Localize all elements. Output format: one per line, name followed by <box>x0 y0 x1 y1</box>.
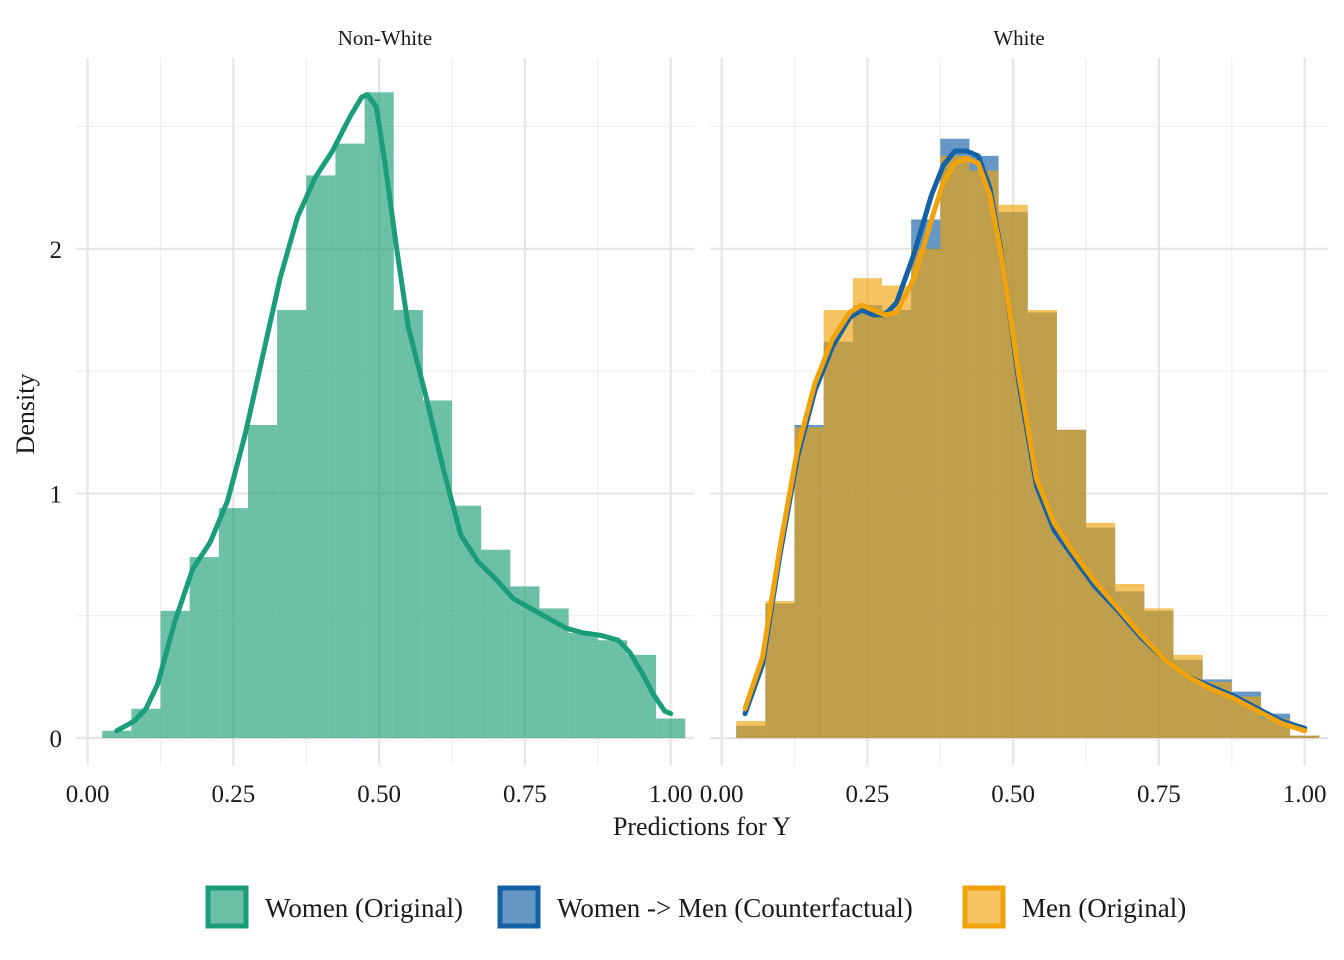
panel-title: Non-White <box>338 26 432 50</box>
x-tick-label: 0.75 <box>503 781 547 808</box>
histogram-bar-women <box>422 400 453 739</box>
x-tick-label: 0.00 <box>66 781 110 808</box>
x-tick-label: 0.00 <box>700 781 744 808</box>
panel-title: White <box>993 26 1044 50</box>
histogram-bar-men <box>881 285 912 739</box>
histogram-bar-women <box>656 718 686 739</box>
legend-key-women <box>205 885 249 929</box>
legend-key-men <box>962 885 1006 929</box>
histogram-bar-women <box>597 640 627 739</box>
histogram-bar-women <box>160 610 190 739</box>
x-axis-title: Predictions for Y <box>613 812 791 841</box>
histogram-bar-women <box>393 309 423 739</box>
histogram-bar-men <box>998 204 1028 739</box>
histogram-bar-men <box>1086 522 1116 739</box>
x-tick-label: 0.25 <box>212 781 256 808</box>
legend-label-men: Men (Original) <box>1022 893 1186 923</box>
histogram-bar-women <box>218 508 248 739</box>
histogram-bar-men <box>852 278 882 739</box>
legend-label-women: Women (Original) <box>265 893 463 923</box>
x-tick-label: 0.50 <box>357 781 401 808</box>
y-tick-label: 1 <box>50 481 63 508</box>
panel-non-white: Non-White 0.00 0.25 0.50 0.75 1.00 0 1 2 <box>50 26 694 808</box>
histogram-bar-men <box>736 720 766 739</box>
histogram-bar-women <box>306 175 336 739</box>
histogram-bar-men <box>823 309 853 739</box>
x-tick-label: 0.75 <box>1137 781 1181 808</box>
legend-label-cf: Women -> Men (Counterfactual) <box>557 893 913 923</box>
panel-white: White 0.00 0.25 0.50 0.75 1.00 <box>700 26 1328 808</box>
histogram-bar-men <box>1144 608 1174 739</box>
histogram-bar-women <box>539 608 569 739</box>
x-tick-label: 0.50 <box>991 781 1035 808</box>
y-tick-label: 2 <box>50 237 63 264</box>
histogram-bar-men <box>794 427 824 739</box>
x-tick-label: 1.00 <box>1283 781 1327 808</box>
histogram-bar-men <box>969 170 999 739</box>
histogram-bar-men <box>1290 735 1320 739</box>
histogram-bar-women <box>102 730 132 739</box>
histogram-bar-women <box>131 708 161 739</box>
histogram-bar-women <box>189 557 219 739</box>
y-tick-label: 0 <box>50 726 63 753</box>
histogram-bar-men <box>911 248 941 739</box>
x-tick-label: 1.00 <box>649 781 693 808</box>
histogram-bar-women <box>568 632 598 739</box>
histogram-bar-women <box>335 143 365 739</box>
histogram-bar-women <box>247 424 278 739</box>
legend: Women (Original) Women -> Men (Counterfac… <box>205 885 1186 929</box>
legend-key-cf <box>497 885 541 929</box>
density-line-women <box>114 92 674 734</box>
histogram-bar-women <box>277 309 307 739</box>
histogram-bar-men <box>1056 429 1087 739</box>
density-line-men <box>742 155 1308 734</box>
histogram-bar-men <box>940 155 970 739</box>
x-tick-label: 0.25 <box>846 781 890 808</box>
y-axis-title: Density <box>11 374 40 455</box>
